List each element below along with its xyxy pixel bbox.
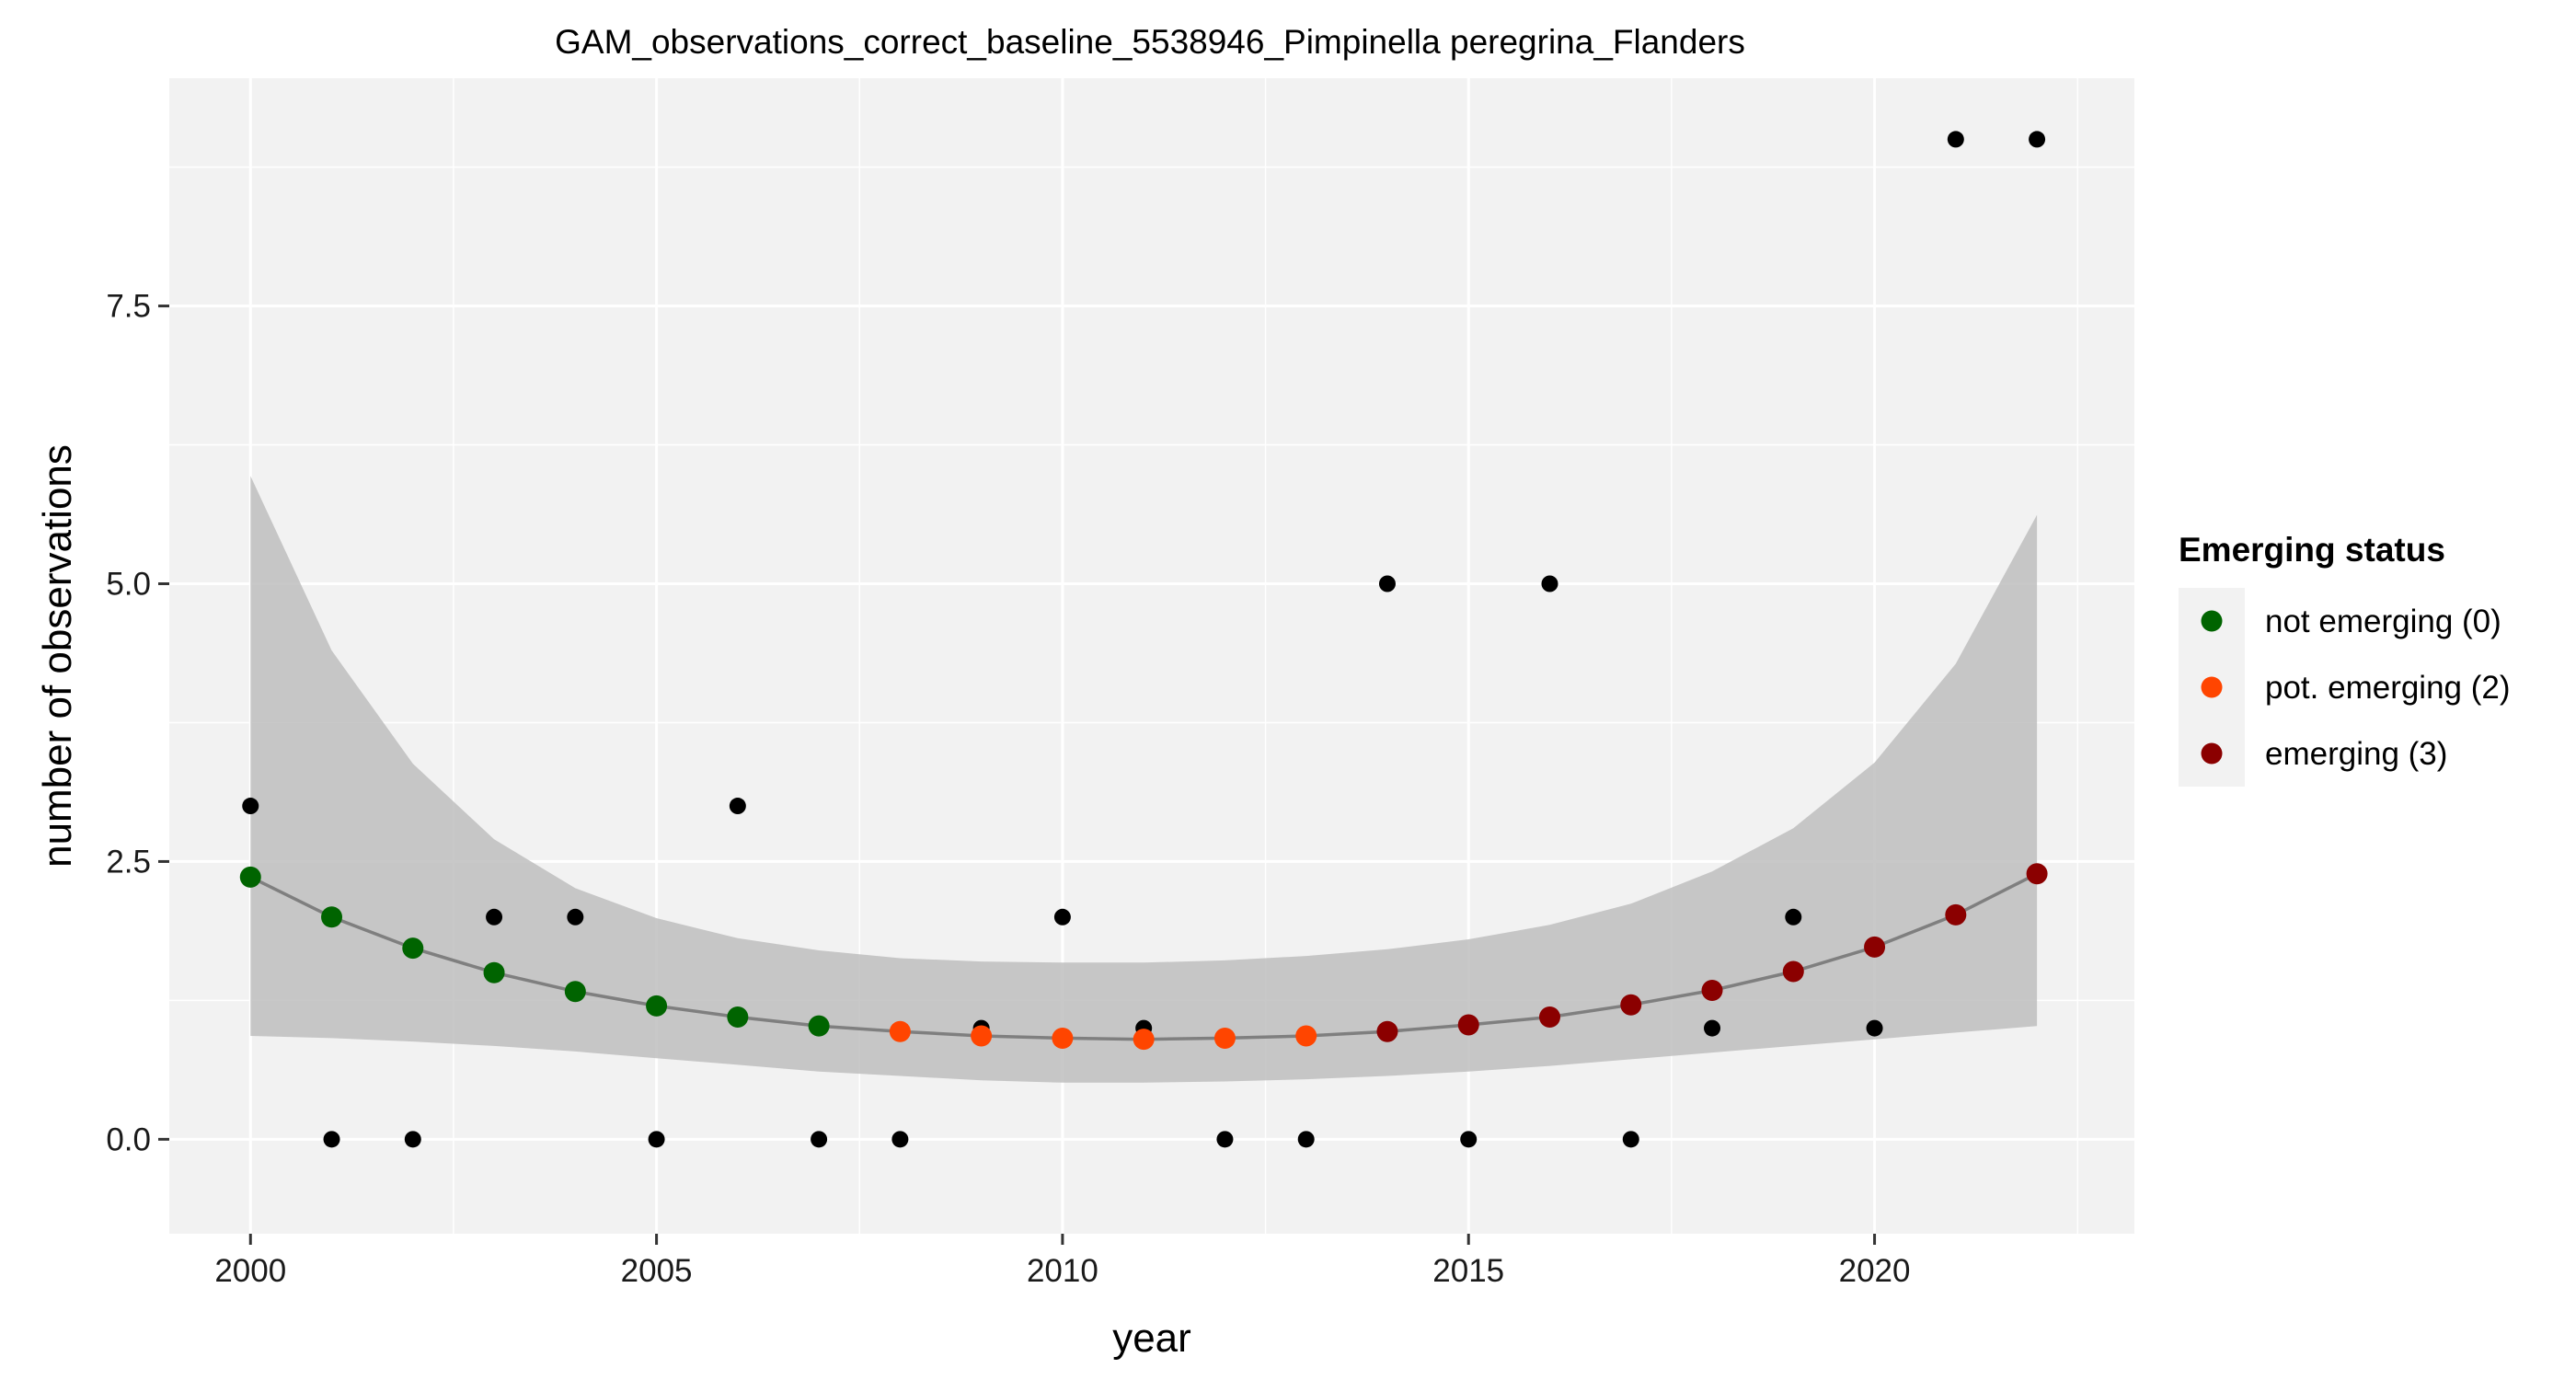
- fitted-point: [483, 961, 505, 983]
- observed-point: [1785, 908, 1802, 926]
- x-tick-label: 2010: [1027, 1253, 1098, 1289]
- observed-point: [323, 1131, 340, 1148]
- observed-point: [1297, 1131, 1315, 1148]
- x-tick-label: 2020: [1839, 1253, 1911, 1289]
- y-tick-label: 7.5: [106, 289, 151, 325]
- legend-label: emerging (3): [2265, 736, 2447, 772]
- fitted-point: [727, 1006, 749, 1028]
- observed-point: [1866, 1019, 1883, 1037]
- legend-key-0: [2201, 610, 2223, 632]
- observed-point: [2029, 131, 2046, 148]
- observed-point: [1216, 1131, 1234, 1148]
- legend-label: pot. emerging (2): [2265, 670, 2511, 706]
- observed-point: [242, 798, 259, 815]
- observed-point: [811, 1131, 828, 1148]
- fitted-point: [1701, 980, 1723, 1002]
- fitted-point: [1945, 903, 1967, 926]
- fitted-point: [889, 1020, 911, 1042]
- fitted-point: [971, 1025, 993, 1047]
- fitted-point: [1782, 960, 1804, 983]
- fitted-point: [2026, 863, 2048, 885]
- fitted-point: [808, 1015, 830, 1037]
- fitted-points: [239, 863, 2048, 1051]
- fitted-point: [646, 995, 668, 1017]
- observed-point: [1947, 131, 1964, 148]
- fitted-point: [239, 866, 261, 888]
- observed-point: [1541, 575, 1558, 592]
- fitted-point: [1295, 1025, 1317, 1047]
- legend-key-2: [2201, 676, 2223, 698]
- observed-point: [404, 1131, 421, 1148]
- observed-point: [648, 1131, 665, 1148]
- fitted-point: [564, 981, 586, 1003]
- observed-point: [567, 908, 584, 926]
- y-axis: 0.0 2.5 5.0 7.5: [106, 289, 169, 1157]
- x-axis: 2000 2005 2010 2015 2020: [214, 1234, 1910, 1289]
- legend-key-3: [2201, 742, 2223, 765]
- legend-label: not emerging (0): [2265, 604, 2501, 639]
- legend: Emerging status not emerging (0) pot. eme…: [2179, 531, 2511, 787]
- fitted-point: [1052, 1027, 1074, 1049]
- confidence-band: [250, 476, 2038, 1083]
- fitted-point: [321, 906, 343, 928]
- y-tick-label: 0.0: [106, 1121, 151, 1157]
- observed-point: [1460, 1131, 1478, 1148]
- chart-title: GAM_observations_correct_baseline_553894…: [555, 23, 1745, 61]
- x-axis-title: year: [1112, 1316, 1191, 1361]
- observed-point: [729, 798, 746, 815]
- y-tick-label: 2.5: [106, 844, 151, 880]
- fitted-point: [1213, 1027, 1236, 1049]
- fitted-point: [402, 937, 424, 960]
- observed-point: [1378, 575, 1396, 592]
- fitted-point: [1133, 1029, 1155, 1051]
- fitted-point: [1620, 994, 1642, 1016]
- observed-point: [1622, 1131, 1639, 1148]
- observed-point: [891, 1131, 909, 1148]
- x-tick-label: 2005: [621, 1253, 693, 1289]
- x-tick-label: 2015: [1432, 1253, 1504, 1289]
- fitted-point: [1538, 1006, 1560, 1028]
- y-axis-title: number of observations: [35, 444, 80, 868]
- legend-title: Emerging status: [2179, 531, 2445, 569]
- observed-point: [1053, 908, 1071, 926]
- x-tick-label: 2000: [214, 1253, 286, 1289]
- fitted-point: [1376, 1020, 1398, 1042]
- observed-point: [1704, 1019, 1721, 1037]
- y-tick-label: 5.0: [106, 567, 151, 603]
- fitted-point: [1864, 936, 1886, 958]
- fitted-point: [1457, 1014, 1479, 1036]
- observed-point: [486, 908, 503, 926]
